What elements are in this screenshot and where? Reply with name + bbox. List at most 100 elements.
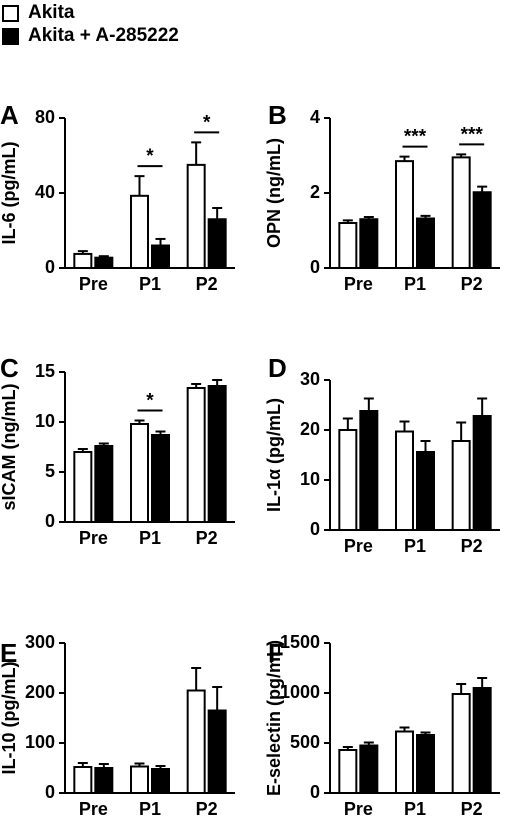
y-tick-label: 2: [310, 182, 320, 202]
legend-item-akita: Akita: [2, 2, 74, 24]
y-tick-label: 100: [25, 732, 55, 752]
bar-akita: [73, 766, 93, 794]
bar-akita-treated: [416, 451, 435, 531]
bar-akita-treated: [472, 687, 492, 794]
y-tick-label: 30: [300, 369, 320, 389]
panel-letter: E: [0, 638, 17, 668]
bar-akita-treated: [151, 434, 170, 523]
y-tick-label: 0: [310, 519, 320, 539]
bar-akita-treated: [94, 445, 114, 523]
y-tick-label: 15: [35, 361, 55, 381]
x-tick-label: P1: [139, 799, 161, 819]
y-axis-label: sICAM (ng/mL): [0, 384, 19, 511]
panel-letter: F: [268, 638, 284, 668]
y-tick-label: 300: [25, 632, 55, 652]
y-tick-label: 10: [300, 469, 320, 489]
bar-akita: [338, 429, 358, 531]
legend-label-akita: Akita: [28, 2, 75, 23]
bar-akita: [130, 194, 149, 269]
bar-akita-treated: [151, 768, 170, 794]
panel-letter: D: [268, 353, 287, 383]
bar-akita-treated: [94, 256, 114, 269]
bar-akita: [130, 423, 149, 523]
y-tick-label: 10: [35, 411, 55, 431]
x-tick-label: Pre: [344, 799, 373, 819]
bar-akita-treated: [207, 709, 227, 794]
y-tick-label: 0: [45, 257, 55, 277]
y-tick-label: 80: [35, 107, 55, 127]
x-tick-label: P1: [404, 799, 426, 819]
bar-akita: [451, 156, 471, 269]
bar-akita: [338, 222, 358, 269]
panel-letter: B: [268, 100, 287, 130]
y-axis-label: OPN (ng/mL): [264, 138, 284, 248]
panel-b: B 0 2 4 OPN (ng/mL) Pre P1 P2 *** ***: [264, 100, 500, 294]
y-tick-label: 1000: [280, 682, 320, 702]
x-tick-label: P2: [196, 274, 218, 294]
y-tick-label: 20: [300, 419, 320, 439]
y-axis-label: E-selectin (pg/mL): [264, 640, 284, 796]
bar-akita: [186, 163, 206, 269]
y-tick-label: 40: [35, 182, 55, 202]
y-tick-label: 0: [310, 782, 320, 802]
bar-akita-treated: [151, 244, 170, 269]
bar-akita-treated: [472, 191, 492, 269]
significance-label: ***: [461, 124, 484, 145]
bar-akita-treated: [472, 415, 492, 531]
bar-akita: [451, 693, 471, 794]
bar-akita-treated: [359, 218, 379, 269]
bar-akita-treated: [359, 410, 379, 531]
legend-swatch-filled: [2, 27, 19, 45]
legend-label-akita-treated: Akita + A-285222: [28, 25, 179, 46]
x-tick-label: Pre: [79, 274, 108, 294]
bar-akita-treated: [416, 734, 435, 794]
bar-akita: [395, 730, 414, 794]
x-tick-label: P1: [404, 274, 426, 294]
bar-akita: [451, 440, 471, 531]
legend-swatch-open: [2, 4, 19, 22]
significance-label: *: [203, 112, 211, 133]
x-tick-label: P1: [404, 536, 426, 556]
bar-akita-treated: [207, 218, 227, 269]
bar-akita: [130, 765, 149, 794]
panel-a: A 0 40 80 IL-6 (pg/mL) Pre P1 P2 * *: [0, 100, 235, 294]
bar-akita: [73, 451, 93, 523]
x-tick-label: Pre: [79, 528, 108, 548]
legend: Akita Akita + A-285222: [0, 0, 260, 52]
x-tick-label: P1: [139, 274, 161, 294]
bar-akita-treated: [94, 767, 114, 794]
panel-d: D 0 10 20 30 IL-1α (pg/mL) Pre P1 P2: [264, 353, 500, 556]
y-tick-label: 5: [45, 461, 55, 481]
y-tick-label: 0: [310, 257, 320, 277]
legend-item-akita-treated: Akita + A-285222: [2, 25, 179, 47]
bar-akita: [186, 689, 206, 794]
panel-c: C 0 5 10 15 sICAM (ng/mL) Pre P1 P2 *: [0, 353, 235, 548]
bar-akita-treated: [207, 385, 227, 523]
x-tick-label: Pre: [344, 274, 373, 294]
panel-letter: C: [0, 353, 19, 383]
x-tick-label: P2: [196, 528, 218, 548]
y-axis-label: IL-6 (pg/mL): [0, 142, 19, 245]
bar-akita: [73, 252, 93, 269]
y-tick-label: 0: [45, 782, 55, 802]
x-tick-label: P2: [461, 799, 483, 819]
bar-akita: [338, 749, 358, 794]
y-axis-label: IL-10 (pg/mL): [0, 662, 19, 775]
panel-e: E 0 100 200 300 IL-10 (pg/mL) Pre P1 P2: [0, 632, 235, 819]
bar-akita-treated: [359, 744, 379, 794]
panel-letter: A: [0, 100, 19, 130]
x-tick-label: P2: [461, 536, 483, 556]
y-tick-label: 0: [45, 511, 55, 531]
y-tick-label: 200: [25, 682, 55, 702]
x-tick-label: Pre: [344, 536, 373, 556]
y-tick-label: 1500: [280, 632, 320, 652]
significance-label: *: [146, 391, 154, 412]
bar-akita: [395, 160, 414, 269]
x-tick-label: P2: [461, 274, 483, 294]
x-tick-label: P2: [196, 799, 218, 819]
bar-akita-treated: [416, 217, 435, 269]
bar-akita: [186, 387, 206, 523]
y-tick-label: 500: [290, 732, 320, 752]
